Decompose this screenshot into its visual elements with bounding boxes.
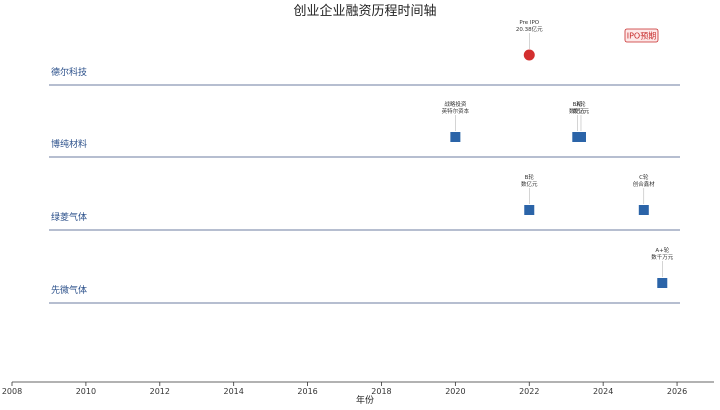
funding-amount-label: 英特尔资本: [442, 107, 470, 115]
x-tick-label: 2008: [2, 387, 22, 396]
company-label: 德尔科技: [51, 66, 87, 78]
x-tick-label: 2012: [150, 387, 170, 396]
x-tick-label: 2026: [667, 387, 687, 396]
funding-event-marker: [575, 132, 586, 142]
x-tick-label: 2022: [519, 387, 539, 396]
ipo-expected-badge: IPO预期: [624, 28, 659, 43]
company-label: 博纯材料: [51, 138, 87, 150]
funding-amount-label: 数千万元: [651, 253, 674, 261]
funding-event-marker: [638, 205, 649, 215]
funding-amount-label: 数亿元: [521, 180, 538, 188]
x-axis: 2008 2010 2012 2014 2016 2018 2020 2022 2024 2026: [2, 381, 714, 396]
x-tick-label: 2020: [445, 387, 465, 396]
funding-event-marker: [657, 278, 668, 288]
funding-round-label: B轮: [573, 100, 583, 108]
funding-round-label: Pre IPO: [519, 20, 539, 26]
ipo-expected-badge-text: IPO预期: [627, 31, 656, 41]
funding-event-marker: [524, 205, 535, 215]
x-tick-label: 2018: [371, 387, 391, 396]
ipo-event-marker: [523, 49, 535, 61]
funding-round-label: A轮: [576, 100, 586, 108]
company-label: 先微气体: [51, 284, 87, 296]
funding-amount-label: 数亿元: [573, 107, 590, 115]
x-tick-label: 2024: [593, 387, 613, 396]
ipo-expected-badge-box: [624, 28, 659, 43]
funding-amount-label: 创合鑫材: [633, 180, 656, 188]
funding-amount-label: 数亿元: [569, 107, 586, 115]
chart-title: 创业企业融资历程时间轴: [293, 3, 436, 19]
x-axis-label: 年份: [356, 394, 374, 406]
funding-amount-label: 20.38亿元: [516, 25, 543, 33]
x-tick-label: 2016: [297, 387, 317, 396]
funding-round-label: 战略投资: [444, 100, 467, 108]
funding-round-label: B轮: [525, 173, 535, 181]
funding-round-label: C轮: [639, 173, 649, 181]
funding-round-label: A+轮: [655, 246, 669, 254]
funding-event-marker: [450, 132, 461, 142]
x-tick-label: 2014: [224, 387, 244, 396]
x-tick-label: 2010: [76, 387, 96, 396]
company-label: 绿菱气体: [51, 211, 87, 223]
